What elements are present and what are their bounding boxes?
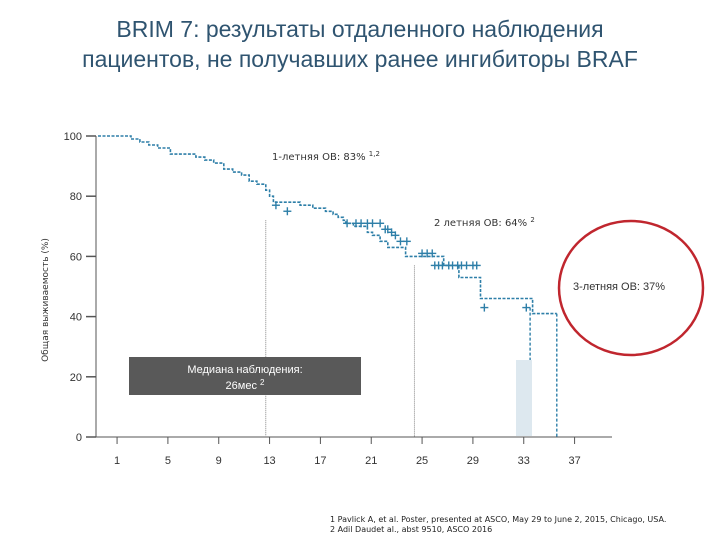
censor-mark — [472, 261, 481, 270]
censor-mark — [376, 219, 385, 228]
three-year-os-label: 3-летняя ОВ: 37% — [573, 281, 665, 293]
x-tick-label: 5 — [165, 455, 171, 467]
censor-mark — [283, 207, 292, 216]
censor-mark — [343, 219, 352, 228]
x-tick-label: 17 — [314, 455, 326, 467]
censor-mark — [480, 303, 489, 312]
x-tick-label: 29 — [467, 455, 479, 467]
y-tick-label: 20 — [70, 372, 82, 384]
censor-mark — [271, 201, 280, 210]
x-tick-label: 25 — [416, 455, 428, 467]
y-tick-label: 100 — [64, 131, 82, 143]
footnote-2: 2 Adil Daudet al., abst 9510, ASCO 2016 — [330, 525, 493, 534]
censor-mark — [402, 237, 411, 246]
y-axis-label: Общая выживаемость (%) — [41, 238, 51, 362]
censor-mark — [368, 219, 377, 228]
highlight-circle — [557, 219, 705, 357]
x-tick-label: 13 — [263, 455, 275, 467]
x-tick-label: 1 — [114, 455, 120, 467]
title-line-1: BRIM 7: результаты отдаленного наблюдени… — [116, 16, 604, 42]
footnote-1: 1 Pavlick A, et al. Poster, presented at… — [330, 515, 667, 524]
footnotes: 1 Pavlick A, et al. Poster, presented at… — [330, 515, 666, 535]
one-year-os-label: 1-летняя ОВ: 83% 1,2 — [272, 150, 380, 163]
two-year-os-label: 2 летняя ОВ: 64% 2 — [434, 216, 535, 229]
x-tick-label: 9 — [216, 455, 222, 467]
censor-mark — [428, 249, 437, 258]
censor-mark — [522, 303, 531, 312]
y-tick-label: 40 — [70, 312, 82, 324]
y-tick-label: 60 — [70, 251, 82, 263]
median-followup-box — [129, 357, 361, 395]
median-followup-line2: 26мес 2 — [226, 378, 265, 392]
y-tick-label: 0 — [76, 432, 82, 444]
light-band — [516, 360, 532, 436]
slide-title: BRIM 7: результаты отдаленного наблюдени… — [0, 14, 720, 74]
x-tick-label: 37 — [568, 455, 580, 467]
x-tick-label: 21 — [365, 455, 377, 467]
censor-mark — [391, 231, 400, 240]
y-tick-label: 80 — [70, 191, 82, 203]
title-line-2: пациентов, не получавших ранее ингибитор… — [82, 46, 638, 72]
x-tick-label: 33 — [518, 455, 530, 467]
median-followup-line1: Медиана наблюдения: — [187, 364, 302, 376]
